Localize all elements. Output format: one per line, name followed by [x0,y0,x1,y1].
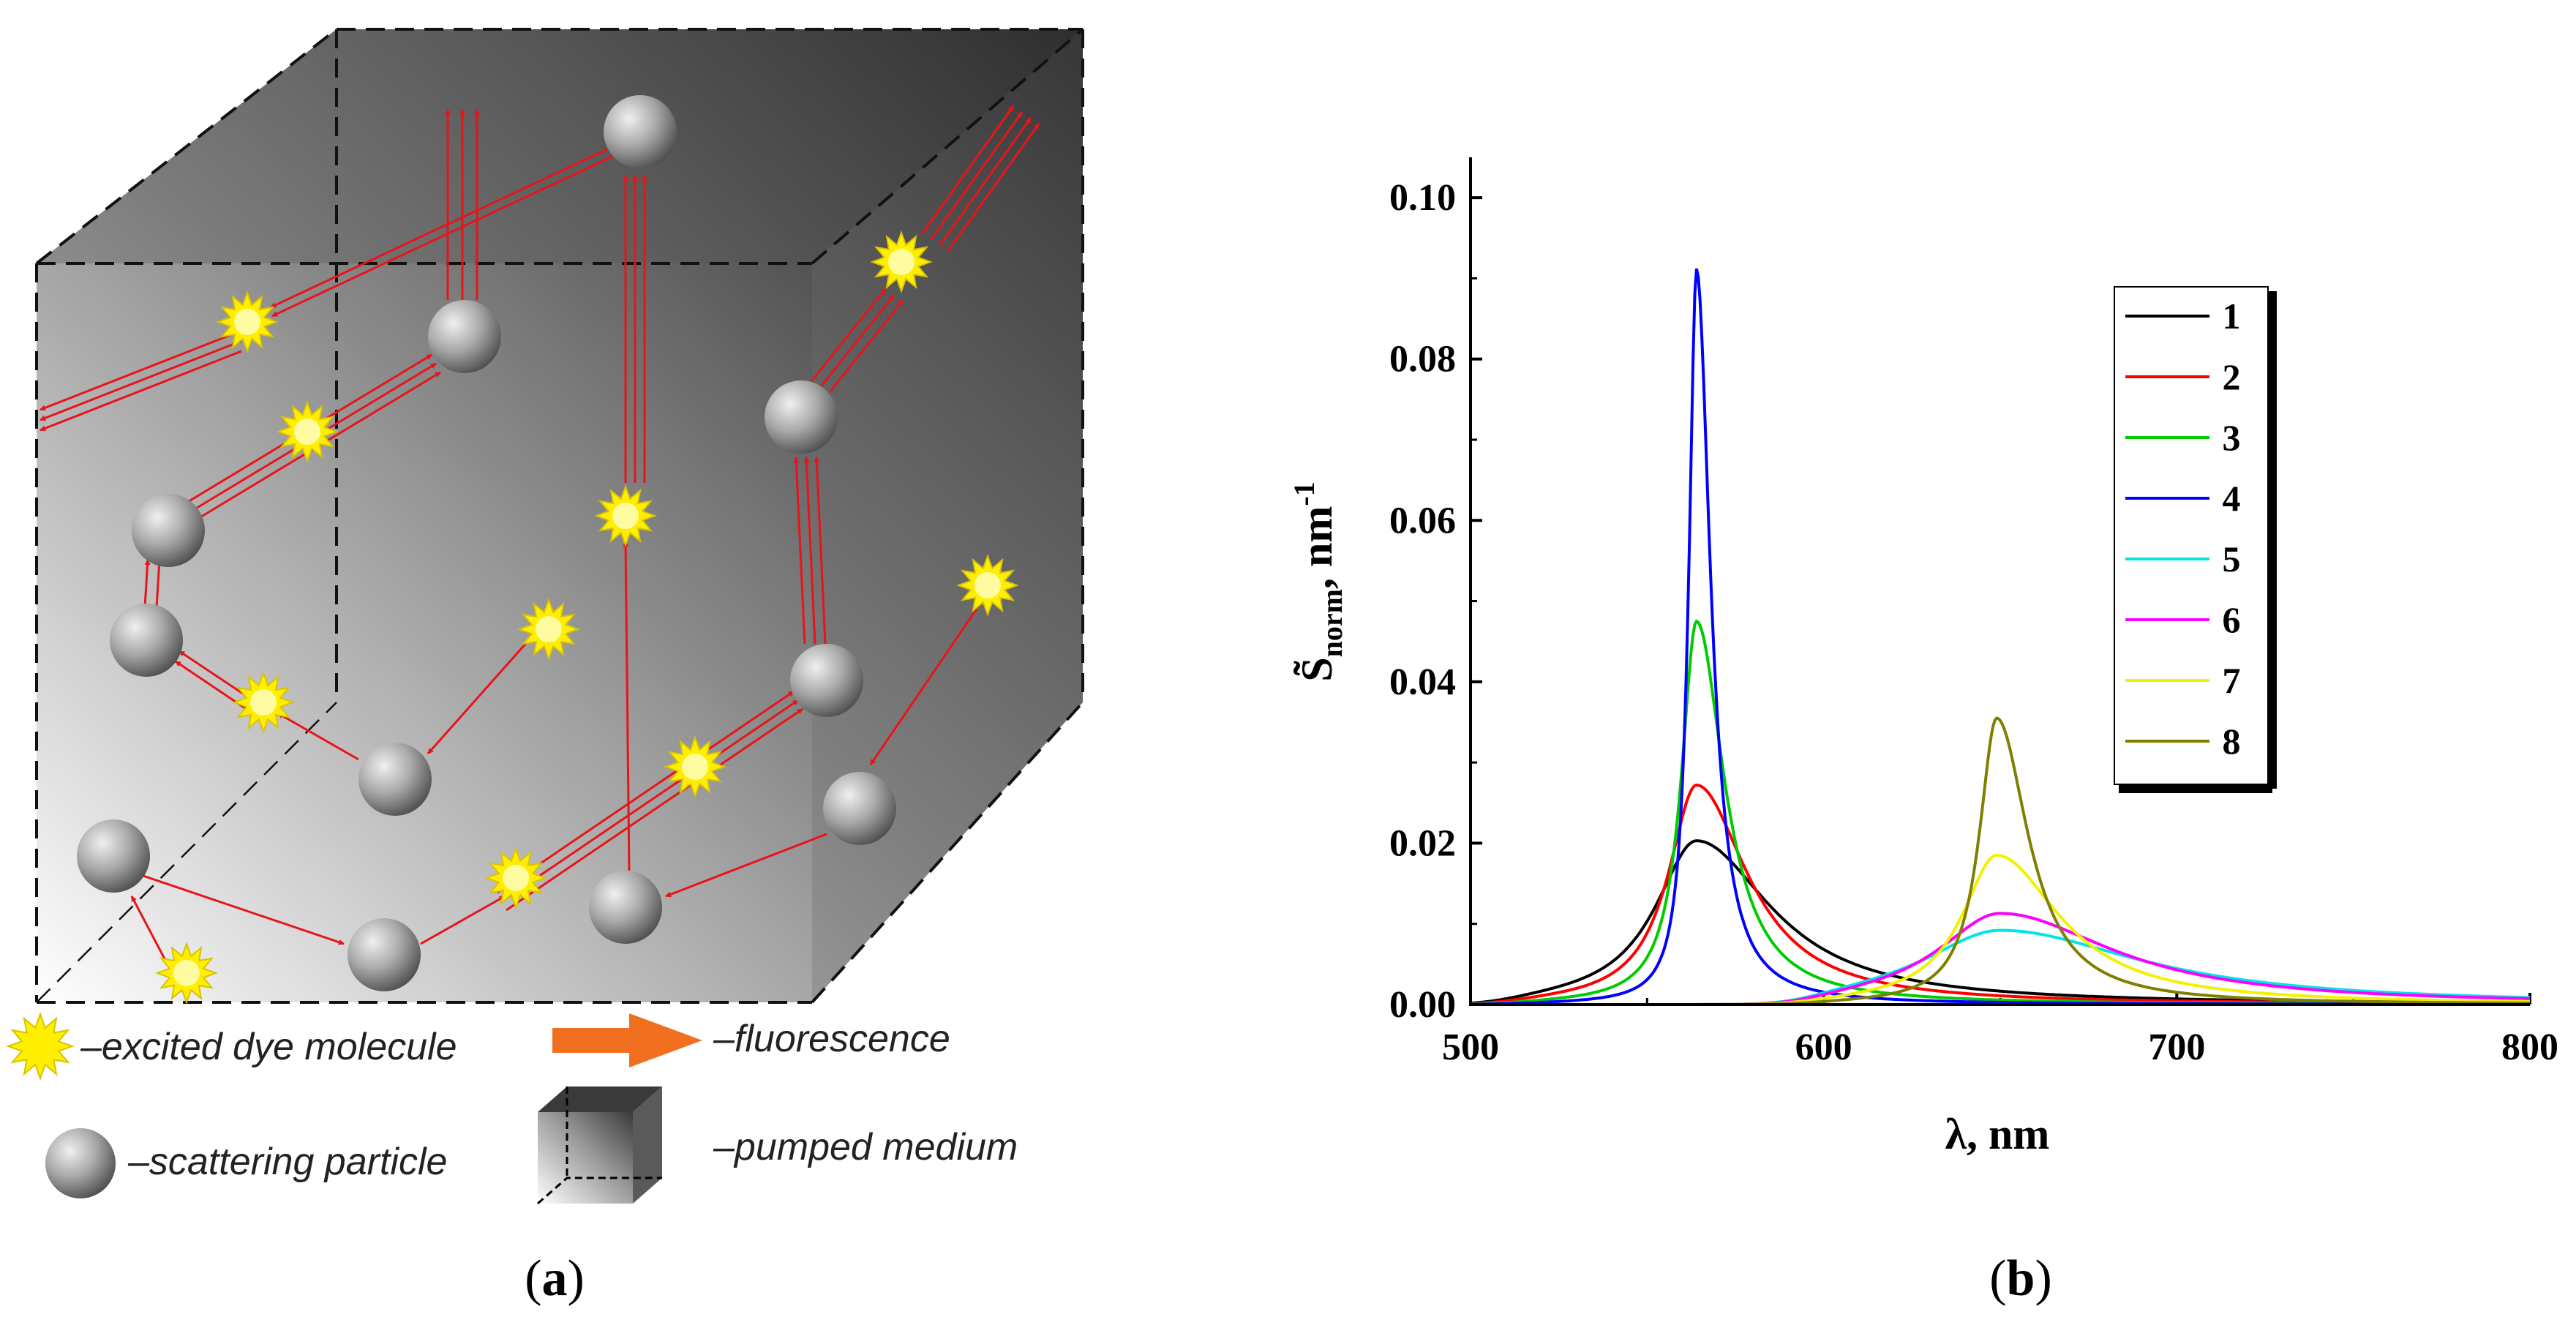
legend-label-7: 7 [2223,660,2241,701]
particle [589,871,662,944]
panel-a-legend: –excited dye molecule –fluorescence –sca… [6,1012,1018,1205]
series-line-8 [1471,716,2530,1006]
x-tick-label: 600 [1795,1026,1852,1068]
dye-star-core [888,249,915,275]
dye-star-core [612,503,639,529]
excited-dye-molecules [155,230,1019,1005]
dye-star-core [682,754,708,780]
y-tick-label: 0.10 [1389,177,1456,219]
scattering-particle-legend-label: –scattering particle [127,1141,447,1183]
x-axis-title: λ, nm [1945,1110,2050,1158]
panel-a: –excited dye molecule –fluorescence –sca… [6,28,1084,1307]
fluorescence-legend-label: –fluorescence [713,1018,950,1060]
legend-box [2114,286,2269,785]
spectra-curves [1470,268,2531,1006]
dye-star-core [234,309,260,335]
pumped-medium-legend-label: –pumped medium [713,1126,1018,1168]
dye-star-core [536,616,562,642]
particle [77,819,150,893]
y-tick-label: 0.02 [1389,822,1456,864]
scattering-particles [77,95,896,991]
pumped-medium-cube-icon [537,1086,662,1205]
particle [823,772,896,845]
axis-ticks: 500 600 700 800 0.00 0.02 0.04 0.06 0.08 0.10 [1389,177,2558,1068]
dye-star-core [250,689,277,716]
particle [110,604,183,677]
excited-dye-legend-label: –excited dye molecule [80,1026,457,1068]
x-tick-label: 500 [1442,1026,1499,1068]
x-tick-label: 700 [2148,1026,2205,1068]
legend-label-1: 1 [2223,296,2241,337]
cube-edges [35,28,1084,1004]
y-tick-label: 0.00 [1389,984,1456,1026]
y-tick-label: 0.04 [1389,661,1456,703]
particle [790,644,863,717]
panel-a-caption: (a) [525,1250,585,1307]
legend-label-4: 4 [2223,478,2241,519]
legend-label-8: 8 [2223,721,2241,762]
dye-star-core [173,960,200,986]
legend-label-2: 2 [2223,356,2241,397]
x-tick-label: 800 [2501,1026,2558,1068]
particle [132,494,205,567]
chart-legend: 1 2 3 4 5 6 7 8 [2114,286,2277,793]
particle [348,918,421,991]
legend-label-3: 3 [2223,417,2241,458]
y-tick-label: 0.06 [1389,500,1456,541]
y-tick-label: 0.08 [1389,339,1456,380]
panel-b-caption: (b) [1989,1250,2052,1307]
particle [358,743,432,816]
legend-label-5: 5 [2223,538,2241,579]
dye-star-core [294,418,320,445]
particle [765,380,838,454]
y-axis-title: S̃norm, nm-1 [1288,481,1348,681]
cube-overlay [37,29,1083,1002]
scattering-particle-legend-icon [45,1128,116,1198]
panel-b-chart: 500 600 700 800 0.00 0.02 0.04 0.06 0.08 0.10 1 2 3… [1288,157,2558,1307]
series-line-4 [1471,268,2530,1006]
dye-star-core [503,865,529,891]
series-line-2 [1470,784,2531,1005]
legend-star-shape [6,1012,75,1081]
particle [428,300,501,373]
fluorescence-arrow-icon [552,1013,702,1067]
excited-dye-legend-icon [6,1012,75,1081]
particle [604,95,677,168]
dye-star-core [975,572,1001,598]
legend-label-6: 6 [2223,599,2241,640]
